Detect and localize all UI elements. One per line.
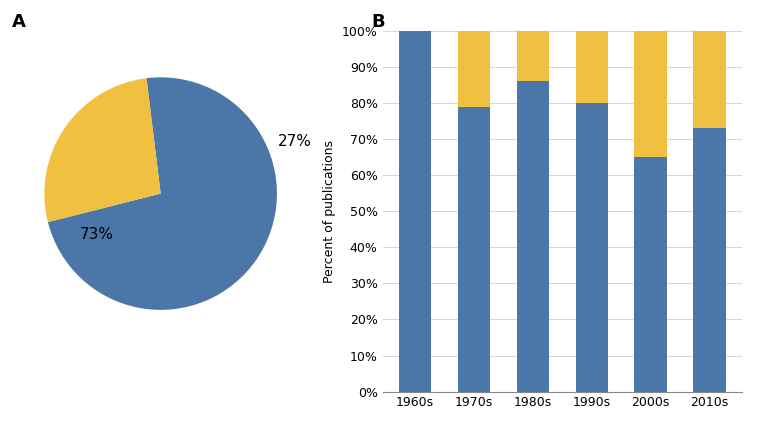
Bar: [575, 31, 608, 103]
Text: B: B: [371, 13, 385, 31]
Bar: [693, 31, 726, 128]
Text: A: A: [11, 13, 25, 31]
Bar: [575, 103, 608, 392]
Bar: [634, 157, 667, 392]
Wedge shape: [44, 78, 161, 222]
Bar: [399, 31, 431, 392]
Text: 27%: 27%: [278, 134, 311, 149]
Bar: [634, 31, 667, 157]
Bar: [457, 106, 490, 392]
Bar: [516, 81, 549, 392]
Bar: [457, 31, 490, 106]
Text: 73%: 73%: [80, 227, 114, 242]
Bar: [516, 31, 549, 81]
Wedge shape: [48, 77, 277, 310]
Y-axis label: Percent of publications: Percent of publications: [323, 139, 336, 282]
Bar: [693, 128, 726, 392]
